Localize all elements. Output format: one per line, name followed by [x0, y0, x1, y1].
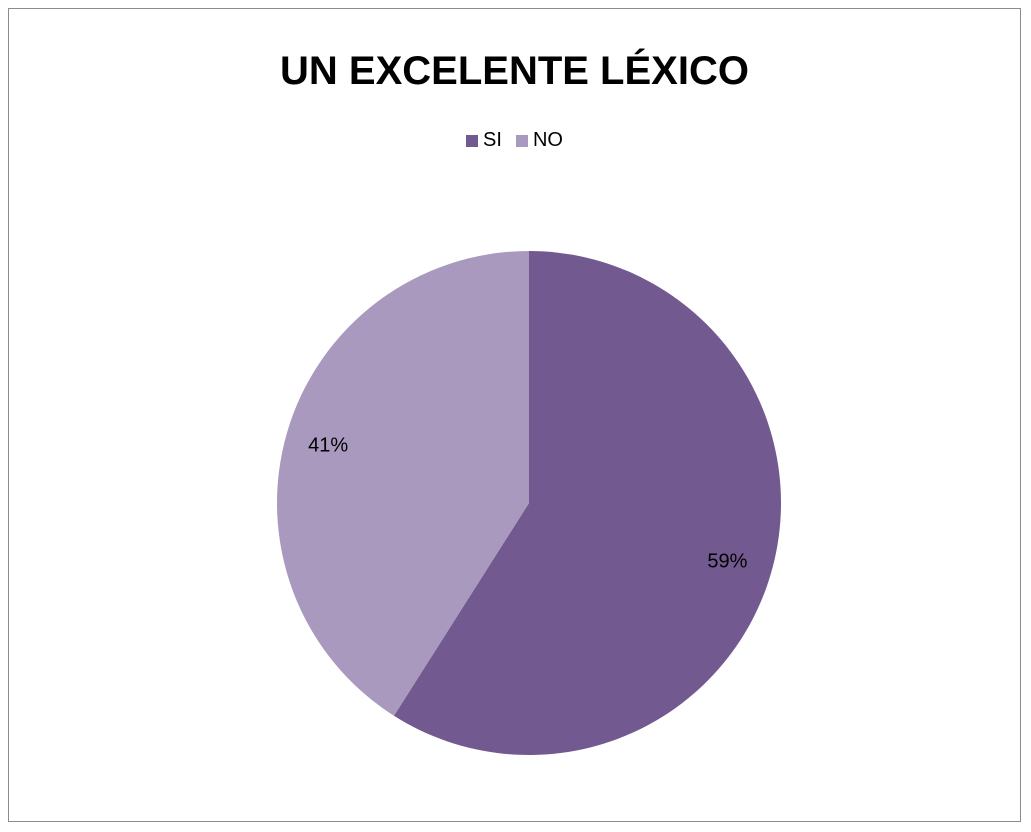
- data-label-si: 59%: [707, 551, 747, 573]
- pie-slice-no: [276, 251, 529, 716]
- legend-label-si: SI: [483, 129, 502, 151]
- pie-chart: 59% 41%: [276, 251, 781, 755]
- chart-frame: UN EXCELENTE LÉXICO SI NO 59% 41%: [8, 8, 1021, 822]
- legend-item-no: NO: [515, 129, 563, 152]
- legend-label-no: NO: [532, 129, 563, 151]
- chart-legend: SI NO: [9, 129, 1020, 152]
- legend-item-si: SI: [466, 129, 502, 152]
- pie-slice-si: [393, 251, 781, 755]
- chart-title: UN EXCELENTE LÉXICO: [280, 49, 749, 93]
- data-label-no: 41%: [308, 435, 348, 457]
- legend-swatch-si: [466, 134, 479, 147]
- legend-swatch-no: [515, 134, 528, 147]
